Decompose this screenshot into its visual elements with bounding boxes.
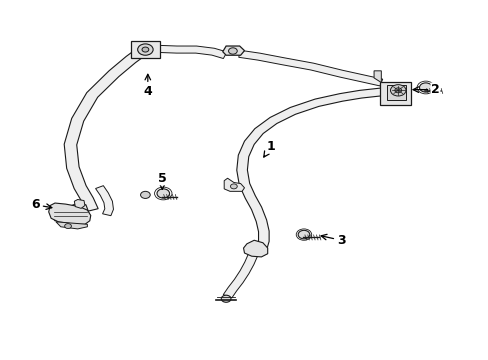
Polygon shape — [49, 203, 91, 224]
Circle shape — [142, 47, 148, 52]
Circle shape — [157, 189, 169, 198]
Polygon shape — [157, 45, 226, 59]
Text: 4: 4 — [143, 74, 152, 98]
Circle shape — [394, 88, 401, 93]
Text: 3: 3 — [321, 234, 345, 247]
Text: 5: 5 — [158, 172, 166, 189]
Circle shape — [228, 48, 237, 54]
Circle shape — [221, 295, 230, 302]
Polygon shape — [236, 87, 393, 250]
Polygon shape — [243, 240, 267, 257]
Circle shape — [298, 230, 309, 239]
Circle shape — [140, 192, 150, 198]
Polygon shape — [56, 222, 87, 229]
Polygon shape — [238, 50, 382, 86]
Polygon shape — [223, 253, 257, 298]
Circle shape — [138, 44, 153, 55]
FancyBboxPatch shape — [131, 41, 160, 58]
Polygon shape — [373, 71, 381, 82]
Text: 2: 2 — [412, 83, 439, 96]
FancyBboxPatch shape — [380, 82, 410, 104]
Text: 1: 1 — [263, 140, 275, 157]
Polygon shape — [64, 49, 145, 212]
Polygon shape — [223, 46, 244, 55]
Polygon shape — [224, 178, 244, 192]
Polygon shape — [74, 199, 85, 208]
Text: 6: 6 — [31, 198, 52, 211]
Circle shape — [64, 224, 71, 229]
Polygon shape — [51, 203, 89, 222]
FancyBboxPatch shape — [386, 85, 406, 100]
Circle shape — [419, 83, 431, 92]
Circle shape — [230, 184, 237, 189]
Circle shape — [390, 85, 405, 96]
Polygon shape — [95, 186, 113, 216]
